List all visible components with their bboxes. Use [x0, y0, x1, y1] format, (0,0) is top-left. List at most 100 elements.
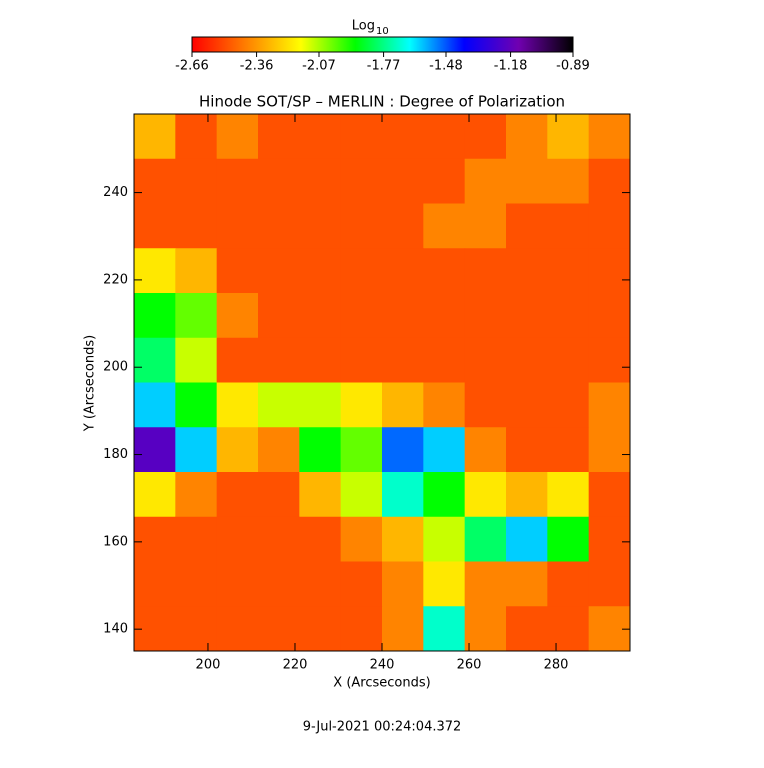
- colorbar: [191, 36, 574, 53]
- footer: 9-Jul-2021 00:24:04.372: [303, 720, 462, 735]
- heatmap-cell: [506, 248, 548, 294]
- heatmap-cell: [423, 337, 466, 383]
- heatmap-cell: [258, 248, 300, 294]
- heatmap-cell: [299, 427, 342, 473]
- heatmap-cell: [547, 427, 590, 473]
- heatmap-cell: [382, 203, 424, 249]
- heatmap-cell: [175, 427, 218, 473]
- heatmap-cell: [299, 337, 342, 383]
- heatmap-cell: [258, 158, 300, 204]
- colorbar-tick-label: -2.07: [302, 59, 336, 74]
- heatmap-cell: [299, 606, 342, 652]
- colorbar-tick-label: -0.89: [556, 59, 590, 74]
- heatmap-cell: [464, 203, 507, 249]
- heatmap-cell: [340, 158, 383, 204]
- heatmap-cell: [258, 427, 300, 473]
- heatmap-cell: [216, 337, 259, 383]
- colorbar-tick-label: -2.36: [240, 59, 274, 74]
- heatmap-cell: [175, 472, 218, 518]
- heatmap-cell: [216, 114, 259, 160]
- colorbar-tick-label: -1.77: [367, 59, 401, 74]
- heatmap-cell: [216, 293, 259, 339]
- heatmap-cell: [423, 248, 466, 294]
- heatmap-cell: [423, 472, 466, 518]
- heatmap-cell: [547, 472, 590, 518]
- heatmap-cell: [588, 158, 631, 204]
- heatmap-cell: [506, 472, 548, 518]
- heatmap-cell: [175, 561, 218, 607]
- heatmap-cell: [175, 606, 218, 652]
- heatmap-cell: [464, 293, 507, 339]
- heatmap-cell: [547, 337, 590, 383]
- heatmap-cell: [464, 337, 507, 383]
- heatmap-cell: [506, 382, 548, 428]
- x-tick-label: 220: [283, 658, 308, 673]
- heatmap-cell: [506, 203, 548, 249]
- y-tick-label: 240: [103, 185, 128, 200]
- heatmap-cell: [464, 561, 507, 607]
- heatmap-cell: [258, 606, 300, 652]
- y-tick-label: 220: [103, 272, 128, 287]
- y-tick-label: 160: [103, 534, 128, 549]
- heatmap-cell: [258, 114, 300, 160]
- heatmap-cell: [464, 114, 507, 160]
- heatmap-cell: [547, 516, 590, 562]
- colorbar-label-sub: 10: [376, 26, 389, 37]
- heatmap-cell: [382, 516, 424, 562]
- heatmap-cell: [216, 606, 259, 652]
- heatmap-cell: [588, 203, 631, 249]
- heatmap-cell: [340, 606, 383, 652]
- x-tick-label: 240: [370, 658, 395, 673]
- heatmap-cell: [588, 561, 631, 607]
- heatmap-cell: [258, 472, 300, 518]
- heatmap-cell: [423, 114, 466, 160]
- heatmap-cell: [382, 337, 424, 383]
- heatmap-cell: [382, 158, 424, 204]
- heatmap-cell: [340, 382, 383, 428]
- heatmap-cell: [506, 158, 548, 204]
- heatmap-cell: [588, 382, 631, 428]
- heatmap-cell: [547, 203, 590, 249]
- x-axis-label: X (Arcseconds): [333, 676, 430, 691]
- colorbar-label: Log: [352, 19, 375, 34]
- heatmap-cell: [216, 158, 259, 204]
- heatmap-cell: [340, 427, 383, 473]
- heatmap-cell: [547, 158, 590, 204]
- y-axis-label: Y (Arcseconds): [83, 335, 98, 432]
- heatmap-cell: [134, 382, 176, 428]
- heatmap-cell: [382, 293, 424, 339]
- heatmap-cell: [216, 561, 259, 607]
- heatmap-cell: [299, 203, 342, 249]
- heatmap-cell: [588, 516, 631, 562]
- heatmap-cell: [258, 561, 300, 607]
- heatmap-cell: [464, 158, 507, 204]
- heatmap-cell: [175, 382, 218, 428]
- heatmap-cell: [299, 561, 342, 607]
- heatmap-cell: [134, 248, 176, 294]
- heatmap-cell: [299, 248, 342, 294]
- heatmap-cell: [464, 248, 507, 294]
- heatmap-cell: [258, 382, 300, 428]
- heatmap-cell: [340, 293, 383, 339]
- heatmap-cell: [134, 337, 176, 383]
- heatmap-cell: [423, 158, 466, 204]
- heatmap-cell: [423, 561, 466, 607]
- heatmap-cell: [464, 516, 507, 562]
- heatmap-cell: [423, 516, 466, 562]
- heatmap-cell: [299, 382, 342, 428]
- heatmap-cell: [423, 203, 466, 249]
- heatmap-cell: [547, 561, 590, 607]
- heatmap-cell: [175, 114, 218, 160]
- colorbar-tick-label: -1.48: [429, 59, 463, 74]
- heatmap-cell: [134, 561, 176, 607]
- heatmap-cell: [175, 158, 218, 204]
- heatmap-cell: [134, 516, 176, 562]
- y-tick-label: 200: [103, 360, 128, 375]
- x-tick-label: 260: [457, 658, 482, 673]
- heatmap-cell: [216, 203, 259, 249]
- heatmap-cell: [382, 606, 424, 652]
- heatmap-cell: [299, 293, 342, 339]
- heatmap-cell: [547, 114, 590, 160]
- heatmap-cell: [216, 516, 259, 562]
